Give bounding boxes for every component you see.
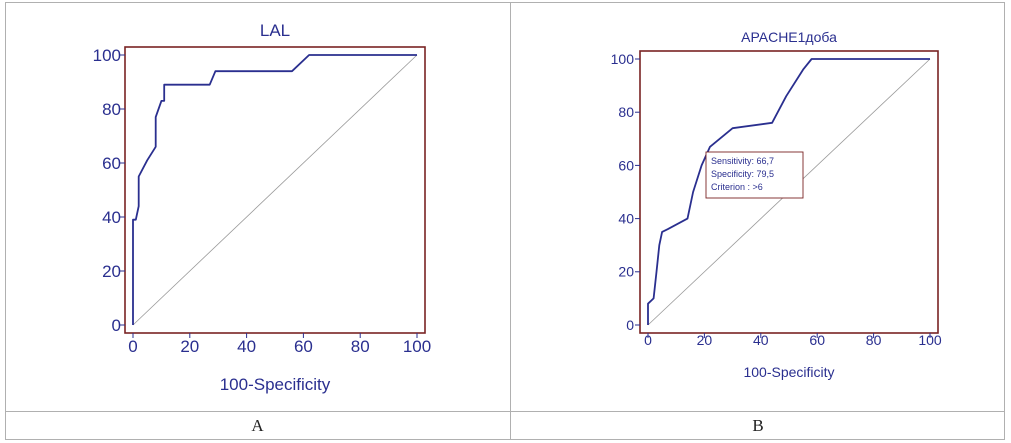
caption-b: B [752, 416, 764, 435]
y-tick-label: 0 [112, 316, 121, 335]
y-tick-label: 80 [102, 100, 121, 119]
y-tick-label: 40 [618, 211, 634, 227]
x-tick-label: 40 [237, 337, 256, 356]
chart-title: APACHE1доба [741, 29, 837, 45]
cell-divider-vertical [510, 2, 511, 440]
y-tick-label: 20 [102, 262, 121, 281]
x-tick-label: 20 [697, 332, 713, 348]
x-tick-label: 0 [128, 337, 137, 356]
x-tick-label: 20 [180, 337, 199, 356]
x-axis-label: 100-Specificity [743, 364, 834, 380]
annotation-line: Specificity: 79,5 [711, 169, 774, 179]
y-tick-label: 60 [102, 154, 121, 173]
y-tick-label: 0 [626, 317, 634, 333]
x-tick-label: 80 [866, 332, 882, 348]
x-tick-label: 60 [809, 332, 825, 348]
roc-curve [647, 58, 930, 325]
y-tick-label: 100 [611, 51, 635, 67]
x-tick-label: 40 [753, 332, 769, 348]
caption-divider [5, 411, 1005, 412]
annotation-line: Criterion : >6 [711, 182, 763, 192]
y-tick-label: 60 [618, 157, 634, 173]
caption-a: A [251, 416, 264, 435]
y-tick-label: 80 [618, 104, 634, 120]
x-axis-label: 100-Specificity [220, 375, 331, 394]
plot-frame [639, 50, 939, 334]
x-tick-label: 100 [403, 337, 431, 356]
y-tick-label: 20 [618, 264, 634, 280]
x-tick-label: 60 [294, 337, 313, 356]
x-tick-label: 80 [351, 337, 370, 356]
annotation-box [705, 151, 804, 199]
y-tick-label: 40 [102, 208, 121, 227]
x-tick-label: 0 [644, 332, 652, 348]
reference-diagonal [132, 54, 418, 326]
y-tick-label: 100 [93, 46, 121, 65]
annotation-line: Sensitivity: 66,7 [711, 156, 774, 166]
figure-table [5, 2, 1005, 440]
roc-curve [132, 54, 417, 325]
x-tick-label: 100 [918, 332, 942, 348]
plot-frame [124, 46, 426, 334]
chart-title: LAL [260, 21, 290, 40]
